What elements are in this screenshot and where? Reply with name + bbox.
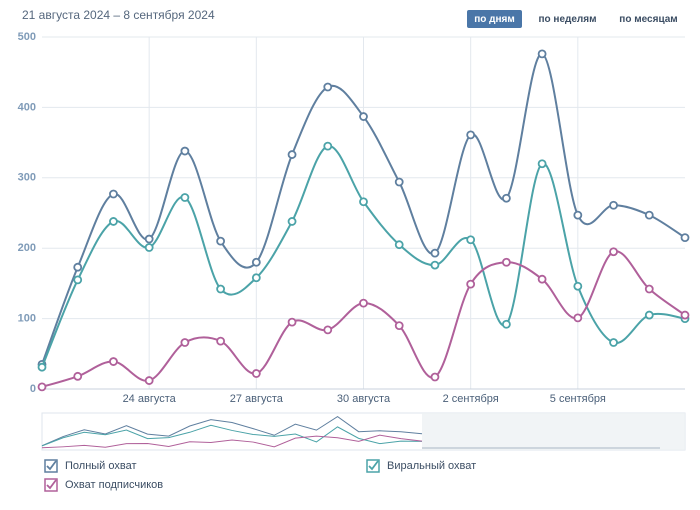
point xyxy=(430,372,440,382)
point xyxy=(573,281,583,291)
y-tick-label: 200 xyxy=(18,242,36,254)
point xyxy=(180,338,190,347)
point xyxy=(216,284,226,294)
point xyxy=(466,279,476,289)
point xyxy=(501,257,511,267)
point xyxy=(180,146,190,156)
point xyxy=(359,298,368,308)
point xyxy=(73,262,83,272)
point xyxy=(501,319,511,329)
point xyxy=(573,210,583,220)
point xyxy=(109,357,118,366)
legend-check xyxy=(46,479,57,490)
point xyxy=(287,317,297,327)
point xyxy=(537,274,547,284)
point xyxy=(37,362,47,372)
point xyxy=(109,189,118,199)
point xyxy=(466,235,476,245)
button-bg[interactable] xyxy=(467,10,522,28)
point xyxy=(73,275,83,285)
y-tick-label: 300 xyxy=(18,172,36,184)
point xyxy=(323,82,333,92)
point xyxy=(609,247,618,257)
point xyxy=(430,248,440,258)
point xyxy=(466,130,476,140)
point xyxy=(144,376,154,385)
point xyxy=(323,325,333,335)
period-button[interactable]: по месяцам xyxy=(619,14,677,25)
point xyxy=(537,49,547,59)
point xyxy=(359,112,368,121)
point xyxy=(37,382,47,392)
point xyxy=(251,273,261,283)
point xyxy=(394,240,404,250)
point xyxy=(394,321,404,331)
point xyxy=(180,193,190,202)
navigator-line xyxy=(41,415,423,447)
point xyxy=(394,177,404,187)
point xyxy=(216,236,226,246)
legend-item[interactable]: Полный охват xyxy=(44,459,137,473)
legend-item[interactable]: Охват подписчиков xyxy=(44,478,163,492)
x-tick-label: 5 сентября xyxy=(550,393,606,405)
legend-check xyxy=(46,460,57,471)
point xyxy=(609,338,618,347)
date-range: 21 августа 2024 – 8 сентября 2024 xyxy=(22,8,215,22)
point xyxy=(680,233,690,243)
x-tick-label: 2 сентября xyxy=(443,393,499,405)
x-tick-label: 30 августа xyxy=(337,393,391,405)
point xyxy=(430,260,440,270)
point xyxy=(644,284,654,294)
y-tick-label: 400 xyxy=(18,101,36,113)
period-button[interactable]: по дням xyxy=(474,14,515,25)
legend-item[interactable]: Виральный охват xyxy=(366,459,476,473)
point xyxy=(323,141,333,151)
navigator-line xyxy=(41,434,423,449)
point xyxy=(537,159,547,169)
point xyxy=(644,310,654,320)
point xyxy=(501,193,511,203)
point xyxy=(287,150,297,159)
navigator-mask xyxy=(422,413,685,450)
y-tick-label: 500 xyxy=(18,31,36,43)
point xyxy=(251,257,261,267)
period-button[interactable]: по неделям xyxy=(538,14,596,25)
legend-check xyxy=(368,460,379,471)
point xyxy=(287,217,297,226)
point xyxy=(251,369,261,378)
point xyxy=(73,371,83,381)
point xyxy=(144,234,154,244)
point xyxy=(680,310,690,320)
point xyxy=(109,217,118,226)
x-tick-label: 27 августа xyxy=(230,393,284,405)
navigator-line xyxy=(41,424,423,447)
legend-label: Охват подписчиков xyxy=(65,479,163,491)
legend-label: Виральный охват xyxy=(387,460,476,472)
legend-label: Полный охват xyxy=(65,460,137,472)
point xyxy=(216,336,226,346)
point xyxy=(644,210,654,220)
point xyxy=(359,197,368,207)
point xyxy=(609,200,618,210)
point xyxy=(573,313,583,323)
x-tick-label: 24 августа xyxy=(123,393,177,405)
y-tick-label: 0 xyxy=(30,383,36,395)
point xyxy=(144,243,154,252)
y-tick-label: 100 xyxy=(18,313,36,325)
